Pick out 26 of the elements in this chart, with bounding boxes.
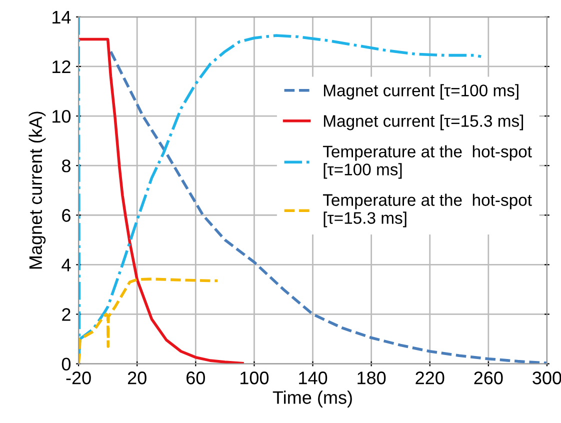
y-tick-label: 14	[52, 11, 71, 24]
x-tick-label: 60	[186, 372, 205, 384]
y-tick-label: 4	[62, 258, 71, 272]
line-series	[78, 38, 244, 364]
x-tick-label: -20	[66, 372, 91, 384]
y-tick-label: 6	[62, 209, 70, 222]
x-axis-title: Time (ms)	[272, 390, 352, 408]
y-tick-label: 2	[62, 308, 70, 321]
y-axis-title: Magnet current (kA)	[28, 112, 46, 269]
x-tick-label: 260	[474, 372, 503, 384]
legend-label: Magnet current [τ=15.3 ms]	[324, 114, 524, 130]
y-tick-label: 0	[62, 358, 71, 370]
y-tick-label: 8	[62, 160, 70, 172]
legend-label: Temperature at the hot-spot [τ=100 ms]	[323, 145, 532, 179]
y-tick-label: 12	[52, 60, 70, 74]
x-tick-label: 100	[240, 372, 269, 384]
x-tick-label: 220	[416, 372, 444, 384]
line-series	[109, 50, 547, 364]
line-series	[78, 278, 219, 364]
x-tick-label: 140	[299, 372, 328, 384]
legend-label: Temperature at the hot-spot [τ=15.3 ms]	[323, 194, 532, 228]
x-tick-label: 20	[128, 372, 146, 384]
y-tick-label: 10	[52, 110, 71, 123]
legend-label: Magnet current [τ=100 ms]	[324, 84, 518, 100]
x-tick-label: 300	[532, 372, 561, 384]
x-tick-label: 180	[358, 372, 386, 384]
